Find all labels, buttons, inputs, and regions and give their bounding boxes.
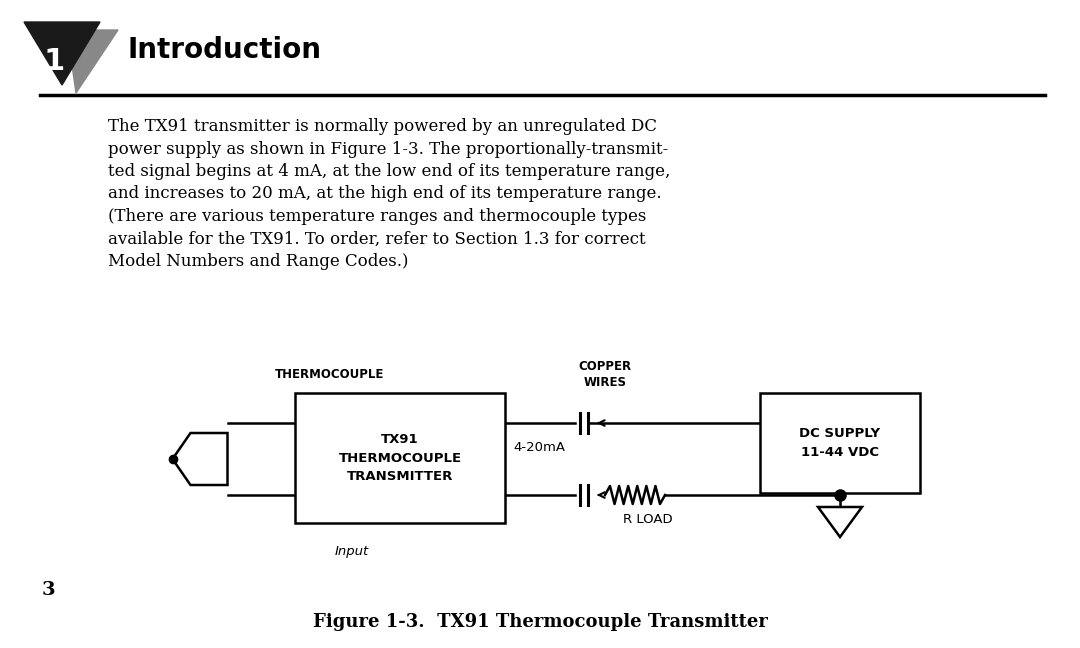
Text: Model Numbers and Range Codes.): Model Numbers and Range Codes.) [108,253,408,270]
Polygon shape [67,30,118,93]
Text: THERMOCOUPLE: THERMOCOUPLE [275,369,384,382]
Text: and increases to 20 mA, at the high end of its temperature range.: and increases to 20 mA, at the high end … [108,185,662,202]
Text: Introduction: Introduction [129,36,322,64]
Polygon shape [24,22,100,85]
Polygon shape [173,433,228,485]
Text: 3: 3 [42,581,56,599]
Text: 4-20mA: 4-20mA [513,441,565,454]
Text: available for the TX91. To order, refer to Section 1.3 for correct: available for the TX91. To order, refer … [108,231,646,248]
Text: R LOAD: R LOAD [623,513,673,526]
Text: ted signal begins at 4 mA, at the low end of its temperature range,: ted signal begins at 4 mA, at the low en… [108,163,671,180]
Text: DC SUPPLY
11-44 VDC: DC SUPPLY 11-44 VDC [799,427,880,459]
Text: 1: 1 [43,47,65,76]
Text: power supply as shown in Figure 1-3. The proportionally-transmit-: power supply as shown in Figure 1-3. The… [108,141,669,157]
Polygon shape [818,507,862,537]
Bar [760,393,920,493]
Text: Input: Input [335,545,369,558]
Bar [295,393,505,523]
Text: COPPER
WIRES: COPPER WIRES [579,360,632,389]
Text: (There are various temperature ranges and thermocouple types: (There are various temperature ranges an… [108,208,646,225]
Text: Figure 1-3.  TX91 Thermocouple Transmitter: Figure 1-3. TX91 Thermocouple Transmitte… [312,613,768,631]
Text: TX91
THERMOCOUPLE
TRANSMITTER: TX91 THERMOCOUPLE TRANSMITTER [338,433,461,483]
Text: The TX91 transmitter is normally powered by an unregulated DC: The TX91 transmitter is normally powered… [108,118,657,135]
